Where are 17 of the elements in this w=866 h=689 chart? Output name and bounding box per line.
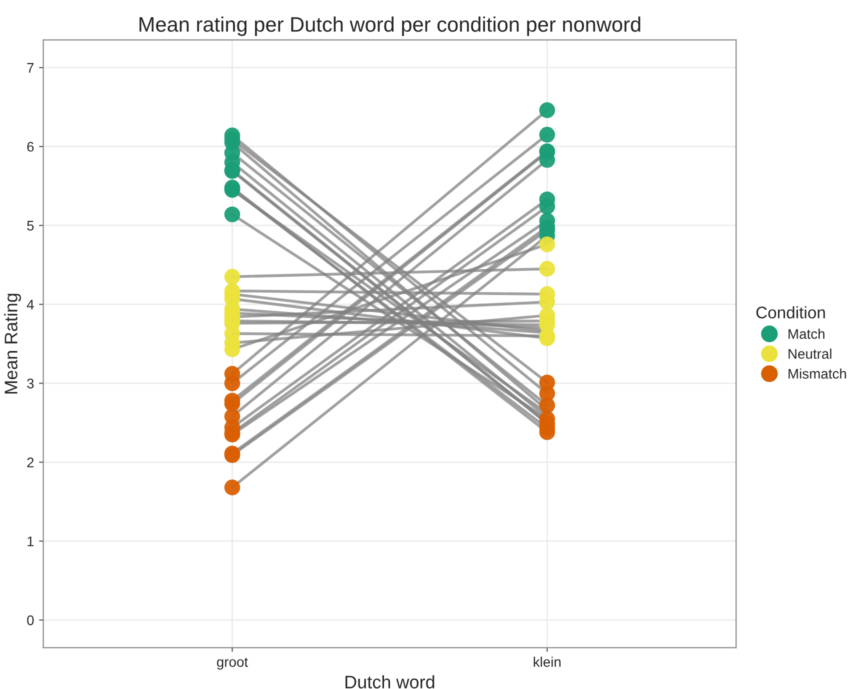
x-tick-label: klein bbox=[534, 656, 561, 667]
y-tick-label: 0 bbox=[27, 615, 34, 626]
y-tick-label: 2 bbox=[27, 458, 34, 468]
y-tick-label: 3 bbox=[27, 378, 34, 388]
x-tick-label: groot bbox=[217, 658, 248, 670]
legend-title: Condition bbox=[756, 306, 825, 318]
x-axis-title: Dutch word bbox=[346, 675, 434, 688]
legend-label: Match bbox=[788, 328, 824, 339]
y-axis-title: Mean Rating bbox=[4, 294, 21, 394]
y-tick-label: 1 bbox=[28, 536, 34, 546]
chart-title: Mean rating per Dutch word per condition per nonword bbox=[140, 16, 640, 36]
legend-label: Neutral bbox=[788, 348, 832, 359]
legend-label: Mismatch bbox=[788, 368, 846, 379]
y-tick-label: 7 bbox=[27, 63, 34, 73]
y-tick-label: 5 bbox=[27, 220, 34, 231]
y-tick-label: 6 bbox=[27, 142, 34, 152]
y-tick-label: 4 bbox=[26, 300, 34, 310]
